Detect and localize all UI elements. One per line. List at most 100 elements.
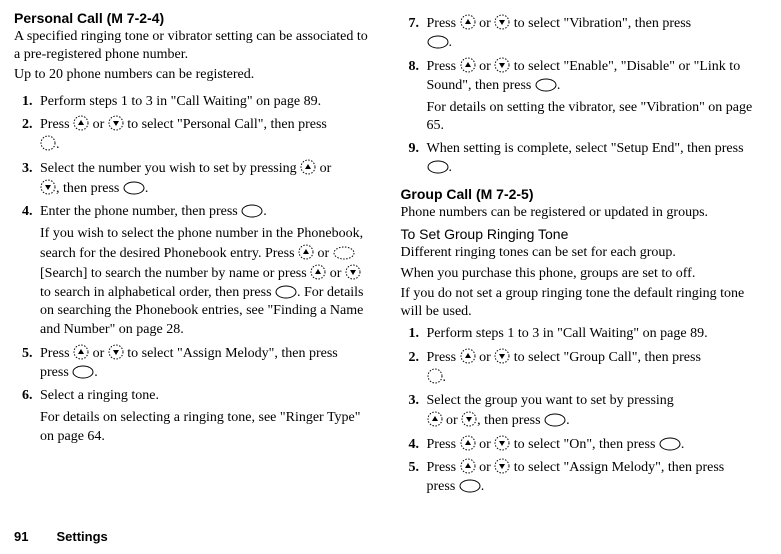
group-p2: When you purchase this phone, groups are… — [401, 265, 768, 283]
up-icon — [73, 115, 89, 131]
select-key-icon — [275, 285, 297, 299]
t: to search in alphabetical order, then pr… — [40, 285, 275, 300]
t: or — [443, 413, 462, 428]
t: . — [566, 413, 570, 428]
step-2: Press or to select "Personal Call", then… — [36, 113, 373, 157]
group-p3: If you do not set a group ringing tone t… — [401, 285, 768, 321]
gstep-4: Press or to select "On", then press . — [423, 433, 768, 457]
t: to select "Assign Melody", then press — [510, 460, 724, 475]
page-number: 91 — [14, 529, 28, 544]
select-key-icon — [544, 413, 566, 427]
down-icon — [494, 435, 510, 451]
up-icon — [460, 458, 476, 474]
up-icon — [73, 344, 89, 360]
steps-personal-cont: Press or to select "Vibration", then pre… — [401, 12, 768, 180]
step-1-text: Perform steps 1 to 3 in "Call Waiting" o… — [40, 94, 321, 109]
down-icon — [494, 458, 510, 474]
t: . — [443, 370, 447, 385]
select-key-icon — [459, 479, 481, 493]
t: Press — [40, 346, 73, 361]
t: Select the number you wish to set by pre… — [40, 161, 300, 176]
t: , then press — [56, 181, 123, 196]
step-4: Enter the phone number, then press . If … — [36, 201, 373, 342]
gstep-3: Select the group you want to set by pres… — [423, 390, 768, 433]
down-icon — [108, 344, 124, 360]
left-column: Personal Call (M 7-2-4) A specified ring… — [14, 10, 391, 554]
section-name: Settings — [56, 529, 107, 544]
step-1: Perform steps 1 to 3 in "Call Waiting" o… — [36, 91, 373, 114]
up-icon — [460, 57, 476, 73]
t: Perform steps 1 to 3 in "Call Waiting" o… — [427, 326, 708, 341]
t: . — [94, 365, 98, 380]
t: press — [40, 365, 72, 380]
t: or — [476, 460, 495, 475]
t: or — [476, 59, 495, 74]
up-icon — [310, 264, 326, 280]
step-6-detail: For details on selecting a ringing tone,… — [40, 409, 373, 447]
down-icon — [108, 115, 124, 131]
t: Press — [40, 117, 73, 132]
t: . — [56, 137, 60, 152]
t: . — [263, 204, 267, 219]
up-icon — [460, 14, 476, 30]
steps-group: Perform steps 1 to 3 in "Call Waiting" o… — [401, 323, 768, 499]
t: or — [476, 437, 495, 452]
down-icon — [345, 264, 361, 280]
select-key-icon — [427, 160, 449, 174]
t: to select "On", then press — [510, 437, 659, 452]
t: , then press — [477, 413, 544, 428]
t: . — [681, 437, 685, 452]
t: . — [481, 479, 485, 494]
select-key-icon — [241, 204, 263, 218]
gstep-2: Press or to select "Group Call", then pr… — [423, 346, 768, 390]
step-8: Press or to select "Enable", "Disable" o… — [423, 55, 768, 139]
subheading-group-tone: To Set Group Ringing Tone — [401, 226, 768, 242]
step-5: Press or to select "Assign Melody", then… — [36, 342, 373, 385]
up-icon — [427, 411, 443, 427]
select-key-icon — [72, 365, 94, 379]
t: . — [145, 181, 149, 196]
t: . — [449, 35, 453, 50]
t: Enter the phone number, then press — [40, 204, 241, 219]
t: or — [326, 266, 345, 281]
select-key-icon — [535, 78, 557, 92]
t: press — [427, 479, 459, 494]
select-key-icon — [123, 181, 145, 195]
manual-page: Personal Call (M 7-2-4) A specified ring… — [0, 0, 781, 554]
intro-personal-1: A specified ringing tone or vibrator set… — [14, 28, 373, 64]
t: . — [449, 160, 453, 175]
heading-personal-call: Personal Call (M 7-2-4) — [14, 10, 373, 26]
t: . — [557, 78, 561, 93]
up-icon — [298, 244, 314, 260]
t: to select "Group Call", then press — [510, 350, 701, 365]
step-4-detail: If you wish to select the phone number i… — [40, 225, 373, 340]
step-9: When setting is complete, select "Setup … — [423, 138, 768, 180]
gstep-1: Perform steps 1 to 3 in "Call Waiting" o… — [423, 323, 768, 346]
search-key-icon — [333, 246, 355, 260]
down-icon — [40, 179, 56, 195]
down-icon — [494, 348, 510, 364]
gstep-5: Press or to select "Assign Melody", then… — [423, 456, 768, 499]
step-8-detail: For details on setting the vibrator, see… — [427, 99, 768, 137]
t: Press — [427, 460, 460, 475]
t: Press — [427, 16, 460, 31]
t: [Search] to search the number by name or… — [40, 266, 310, 281]
select-key-icon — [659, 437, 681, 451]
t: Press — [427, 437, 460, 452]
step-3: Select the number you wish to set by pre… — [36, 157, 373, 201]
group-p1: Different ringing tones can be set for e… — [401, 244, 768, 262]
t: or — [476, 350, 495, 365]
intro-group: Phone numbers can be registered or updat… — [401, 204, 768, 222]
steps-personal: Perform steps 1 to 3 in "Call Waiting" o… — [14, 91, 373, 449]
up-icon — [460, 348, 476, 364]
step-7: Press or to select "Vibration", then pre… — [423, 12, 768, 55]
step-6: Select a ringing tone. For details on se… — [36, 385, 373, 449]
right-column: Press or to select "Vibration", then pre… — [391, 10, 768, 554]
up-icon — [300, 159, 316, 175]
t: Press — [427, 59, 460, 74]
t: or — [89, 346, 108, 361]
select-key-icon — [427, 35, 449, 49]
t: to select "Assign Melody", then press — [124, 346, 338, 361]
down-icon — [494, 14, 510, 30]
t: Press — [427, 350, 460, 365]
